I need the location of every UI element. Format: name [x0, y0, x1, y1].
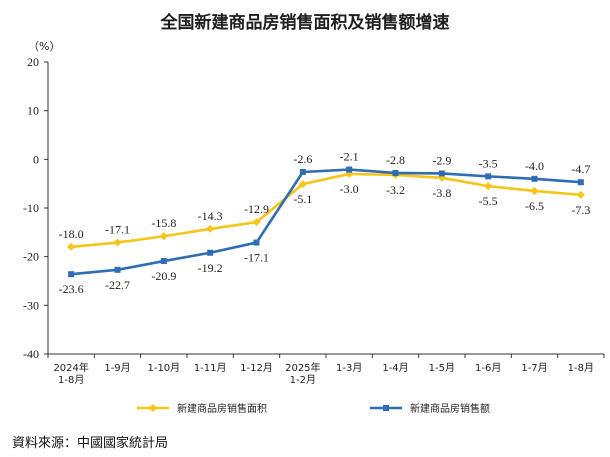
series-line-2: [71, 168, 581, 276]
data-point-sales: [531, 175, 538, 182]
y-tick-label: -10: [23, 201, 39, 215]
data-label-sales: -2.1: [340, 150, 359, 164]
y-axis-unit: （%）: [28, 40, 60, 53]
data-label-sales: -19.2: [198, 261, 223, 275]
data-point-sales: [253, 239, 260, 246]
data-label-area: -17.1: [105, 223, 130, 237]
y-tick-label: 20: [27, 55, 39, 69]
x-tick-label: 1-11月: [194, 362, 227, 374]
series-line-1: [71, 172, 581, 249]
legend-marker-area: [149, 404, 157, 412]
data-point-sales: [346, 166, 353, 173]
x-tick-label: 1-10月: [147, 362, 180, 374]
x-tick-label: 1-12月: [240, 362, 273, 374]
x-tick-label: 1-5月: [429, 362, 455, 374]
data-point-sales: [207, 249, 214, 256]
data-label-sales: -17.1: [244, 251, 269, 265]
y-tick-label: -40: [23, 347, 39, 361]
data-point-sales: [392, 169, 399, 176]
y-tick-label: 10: [27, 104, 39, 118]
data-label-sales: -3.5: [479, 156, 498, 170]
x-tick-label: 1-8月: [568, 362, 594, 374]
data-label-sales: -4.0: [525, 159, 544, 173]
data-point-sales: [299, 168, 306, 175]
data-label-sales: -4.7: [571, 162, 590, 176]
data-label-area: -3.0: [340, 182, 359, 196]
y-tick-label: -30: [23, 298, 39, 312]
data-point-area: [252, 218, 261, 227]
data-point-sales: [68, 271, 75, 278]
source-note: 資料來源：中國國家統計局: [12, 436, 169, 451]
data-point-area: [484, 182, 493, 191]
data-label-area: -15.8: [151, 216, 176, 230]
data-point-sales: [160, 258, 167, 265]
data-point-area: [576, 190, 585, 199]
data-label-area: -6.5: [525, 199, 544, 213]
y-tick-label: -20: [23, 250, 39, 264]
legend-marker-sales: [383, 405, 389, 411]
data-point-area: [530, 186, 539, 195]
chart-title: 全国新建商品房销售面积及销售额增速: [160, 12, 450, 33]
x-tick-label: 2025年 1-2月: [285, 361, 320, 386]
data-label-area: -5.5: [479, 194, 498, 208]
x-tick-label: 1-7月: [521, 362, 547, 374]
data-point-area: [206, 224, 215, 233]
line-chart: 全国新建商品房销售面积及销售额增速 （%） 20100-10-20-30-402…: [23, 12, 605, 415]
data-point-area: [113, 238, 122, 247]
x-tick-label: 1-3月: [336, 362, 362, 374]
x-tick-label: 1-9月: [104, 362, 130, 374]
data-point-sales: [485, 173, 492, 180]
x-tick-label: 1-6月: [475, 362, 501, 374]
y-tick-label: 0: [33, 152, 39, 166]
data-label-area: -14.3: [198, 209, 223, 223]
data-label-sales: -2.9: [432, 153, 451, 167]
plot-area: 20 10 0 -10 -20 -30 -40 2024年 1-8月 1-9月 1-10月 1-11月…: [23, 55, 605, 386]
data-label-area: -18.0: [59, 227, 84, 241]
data-label-area: -7.3: [571, 203, 590, 217]
data-point-sales: [438, 170, 445, 177]
legend-label-1: 新建商品房销售面积: [177, 402, 267, 415]
data-label-area: -3.8: [432, 186, 451, 200]
data-label-sales: -22.7: [105, 278, 130, 292]
data-label-sales: -20.9: [151, 269, 176, 283]
x-tick-label: 2024年 1-8月: [53, 361, 88, 386]
data-point-area: [159, 232, 168, 241]
data-point-area: [67, 242, 76, 251]
data-point-area: [298, 180, 307, 189]
data-label-area: -3.2: [386, 183, 405, 197]
data-point-sales: [577, 179, 584, 186]
data-label-sales: -23.6: [59, 282, 84, 296]
legend-label-2: 新建商品房销售额: [410, 402, 490, 415]
x-tick-label: 1-4月: [382, 362, 408, 374]
data-label-area: -5.1: [293, 192, 312, 206]
data-point-sales: [114, 266, 121, 273]
legend: 新建商品房销售面积 新建商品房销售额: [137, 402, 490, 415]
data-label-sales: -2.8: [386, 153, 405, 167]
data-label-sales: -2.6: [293, 152, 312, 166]
data-label-area: -12.9: [244, 202, 269, 216]
